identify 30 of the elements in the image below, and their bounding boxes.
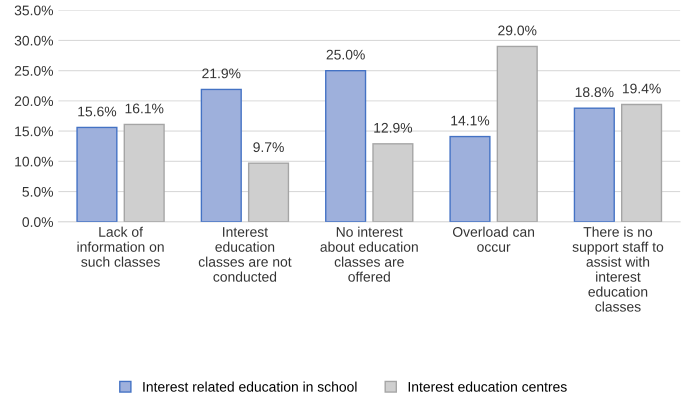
- data-label: 14.1%: [451, 116, 490, 126]
- data-label: 25.0%: [326, 50, 365, 60]
- y-tick-label: 10.0%: [15, 156, 54, 167]
- x-tick-label: Overload can occur: [452, 226, 534, 252]
- bar: [449, 136, 491, 222]
- x-tick-label: There is no support staff to assist with interest education classes: [572, 226, 664, 312]
- y-tick-label: 25.0%: [14, 66, 54, 76]
- legend-label: Interest education centres: [408, 382, 567, 392]
- x-tick-label: Lack of information on such classes: [77, 226, 164, 267]
- x-tick-label: Interest education classes are not conducted: [198, 227, 292, 282]
- bar: [76, 126, 118, 222]
- data-label: 9.7%: [253, 142, 284, 152]
- data-label: 16.1%: [126, 104, 164, 114]
- data-label: 19.4%: [622, 84, 661, 94]
- x-tick-label: No interest about education classes are offered: [320, 226, 418, 282]
- y-tick-label: 5.0%: [22, 186, 54, 197]
- bar: [200, 88, 242, 222]
- data-label: 29.0%: [498, 26, 536, 36]
- data-label: 15.6%: [78, 106, 116, 116]
- y-tick-label: 35.0%: [14, 6, 54, 16]
- y-tick-label: 15.0%: [15, 126, 54, 136]
- data-label: 18.8%: [576, 87, 614, 98]
- y-tick-label: 30.0%: [14, 36, 54, 46]
- bar: [325, 70, 366, 222]
- y-tick-label: 20.0%: [14, 96, 54, 106]
- bar: [574, 107, 615, 222]
- legend-label: Interest related education in school: [143, 382, 356, 392]
- data-label: 12.9%: [374, 122, 412, 133]
- y-tick-label: 0.0%: [22, 217, 54, 227]
- data-label: 21.9%: [202, 68, 240, 78]
